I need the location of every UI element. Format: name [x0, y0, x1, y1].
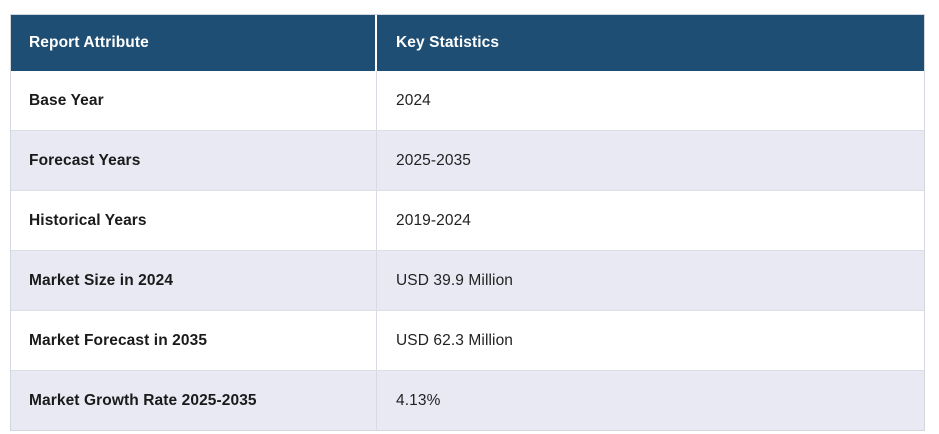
table-row: Market Growth Rate 2025-2035 4.13%	[11, 370, 924, 430]
attribute-cell: Market Forecast in 2035	[11, 311, 377, 370]
value-cell: 4.13%	[396, 391, 441, 409]
attribute-cell: Market Growth Rate 2025-2035	[11, 371, 377, 430]
value-cell: 2025-2035	[396, 151, 472, 169]
attribute-cell: Market Size in 2024	[11, 251, 377, 310]
table-row: Market Forecast in 2035 USD 62.3 Million	[11, 310, 924, 370]
table-row: Base Year 2024	[11, 71, 924, 130]
value-cell: 2024	[396, 91, 431, 109]
value-cell: 2019-2024	[396, 211, 472, 229]
table-body: Base Year 2024 Forecast Years 2025-2035 …	[11, 71, 924, 430]
attribute-cell: Forecast Years	[11, 131, 377, 190]
column-header-report-attribute: Report Attribute	[11, 15, 377, 71]
column-header-key-statistics: Key Statistics	[396, 34, 500, 51]
attribute-cell: Base Year	[11, 71, 377, 130]
attribute-cell: Historical Years	[11, 191, 377, 250]
report-attributes-table: Report Attribute Key Statistics Base Yea…	[10, 14, 925, 431]
value-cell: USD 39.9 Million	[396, 271, 514, 289]
table-header-row: Report Attribute Key Statistics	[11, 15, 924, 71]
table-row: Historical Years 2019-2024	[11, 190, 924, 250]
table-row: Forecast Years 2025-2035	[11, 130, 924, 190]
table-row: Market Size in 2024 USD 39.9 Million	[11, 250, 924, 310]
value-cell: USD 62.3 Million	[396, 331, 514, 349]
